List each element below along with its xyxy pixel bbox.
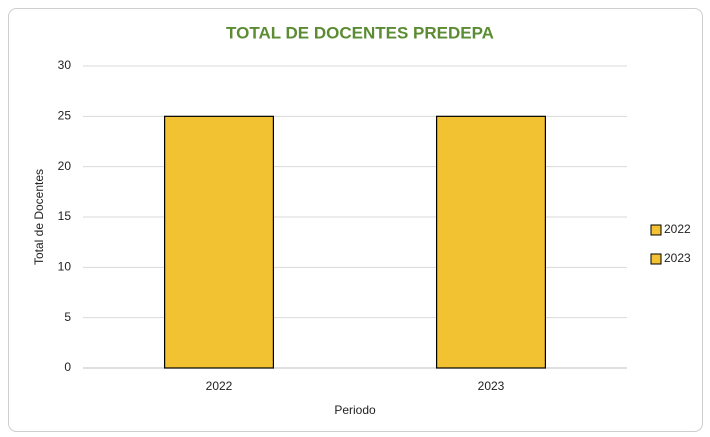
legend-label: 2022: [664, 222, 691, 236]
y-tick-label: 15: [58, 209, 72, 223]
legend-swatch: [650, 224, 662, 236]
x-tick-label: 2023: [478, 379, 505, 393]
bar: [436, 115, 547, 369]
x-axis-label: Periodo: [334, 403, 376, 417]
legend-label: 2023: [664, 251, 691, 265]
y-axis-label: Total de Docentes: [32, 169, 46, 265]
y-tick-label: 0: [64, 360, 71, 374]
y-tick-label: 25: [58, 109, 72, 123]
bar: [164, 115, 275, 369]
chart-title: TOTAL DE DOCENTES PREDEPA: [226, 23, 494, 42]
y-tick-label: 5: [64, 310, 71, 324]
y-tick-label: 20: [58, 159, 72, 173]
legend-swatch: [650, 253, 662, 265]
y-tick-label: 30: [58, 58, 72, 72]
y-tick-label: 10: [58, 260, 72, 274]
x-tick-label: 2022: [206, 379, 233, 393]
